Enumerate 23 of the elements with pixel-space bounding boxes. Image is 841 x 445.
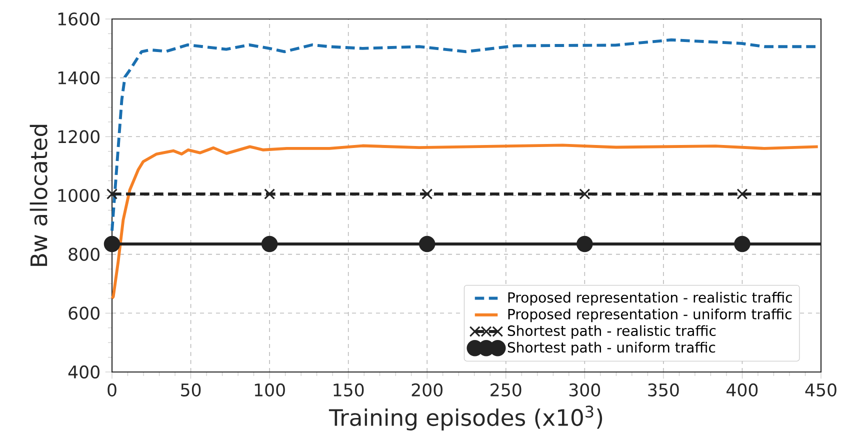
x-tick-label: 300	[569, 383, 600, 396]
x-axis-title: Training episodes (x10$^{3}$)	[328, 406, 602, 430]
y-tick-label: 1200	[58, 130, 100, 144]
y-tick-label: 1000	[58, 188, 100, 202]
x-tick-label: 450	[805, 383, 836, 396]
legend-label: Shortest path - realistic traffic	[508, 325, 716, 339]
x-tick-label: 400	[726, 383, 758, 396]
x-tick-label: 200	[412, 383, 442, 396]
x-tick-label: 250	[490, 383, 522, 396]
x-tick-label: 100	[254, 383, 285, 396]
legend-label: Shortest path - uniform traffic	[508, 342, 716, 356]
x-tick-label: 150	[334, 383, 364, 396]
y-tick-label: 1400	[58, 71, 100, 84]
legend-label: Proposed representation - uniform traffic	[508, 308, 792, 322]
y-tick-label: 800	[68, 248, 100, 261]
y-axis-title: Bw allocated	[30, 124, 48, 266]
legend-label: Proposed representation - realistic traffic	[508, 292, 792, 306]
y-tick-label: 1600	[58, 12, 100, 26]
x-tick-label: 50	[181, 383, 201, 396]
x-tick-label: 0	[108, 383, 116, 396]
x-tick-label: 350	[648, 383, 679, 396]
y-tick-label: 600	[68, 306, 100, 320]
y-tick-label: 400	[68, 365, 100, 379]
